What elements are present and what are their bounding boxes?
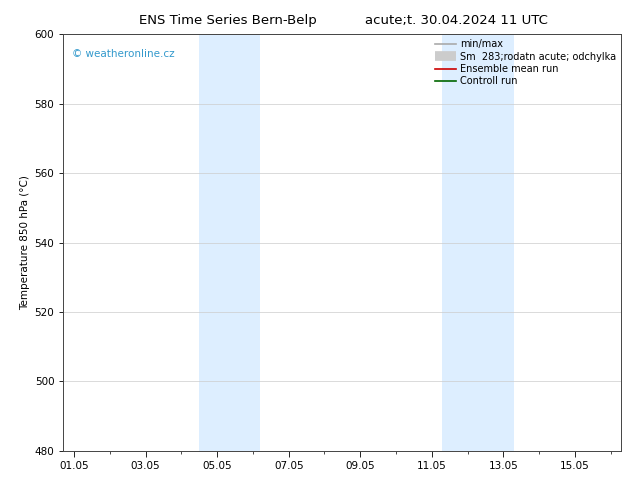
Text: © weatheronline.cz: © weatheronline.cz (72, 49, 174, 59)
Bar (443, 34, 514, 451)
Bar (199, 34, 260, 451)
Text: ENS Time Series Bern-Belp: ENS Time Series Bern-Belp (139, 14, 317, 27)
Y-axis label: Temperature 850 hPa (°C): Temperature 850 hPa (°C) (20, 175, 30, 310)
Text: acute;t. 30.04.2024 11 UTC: acute;t. 30.04.2024 11 UTC (365, 14, 548, 27)
Legend: min/max, Sm  283;rodatn acute; odchylka, Ensemble mean run, Controll run: min/max, Sm 283;rodatn acute; odchylka, … (432, 36, 619, 89)
